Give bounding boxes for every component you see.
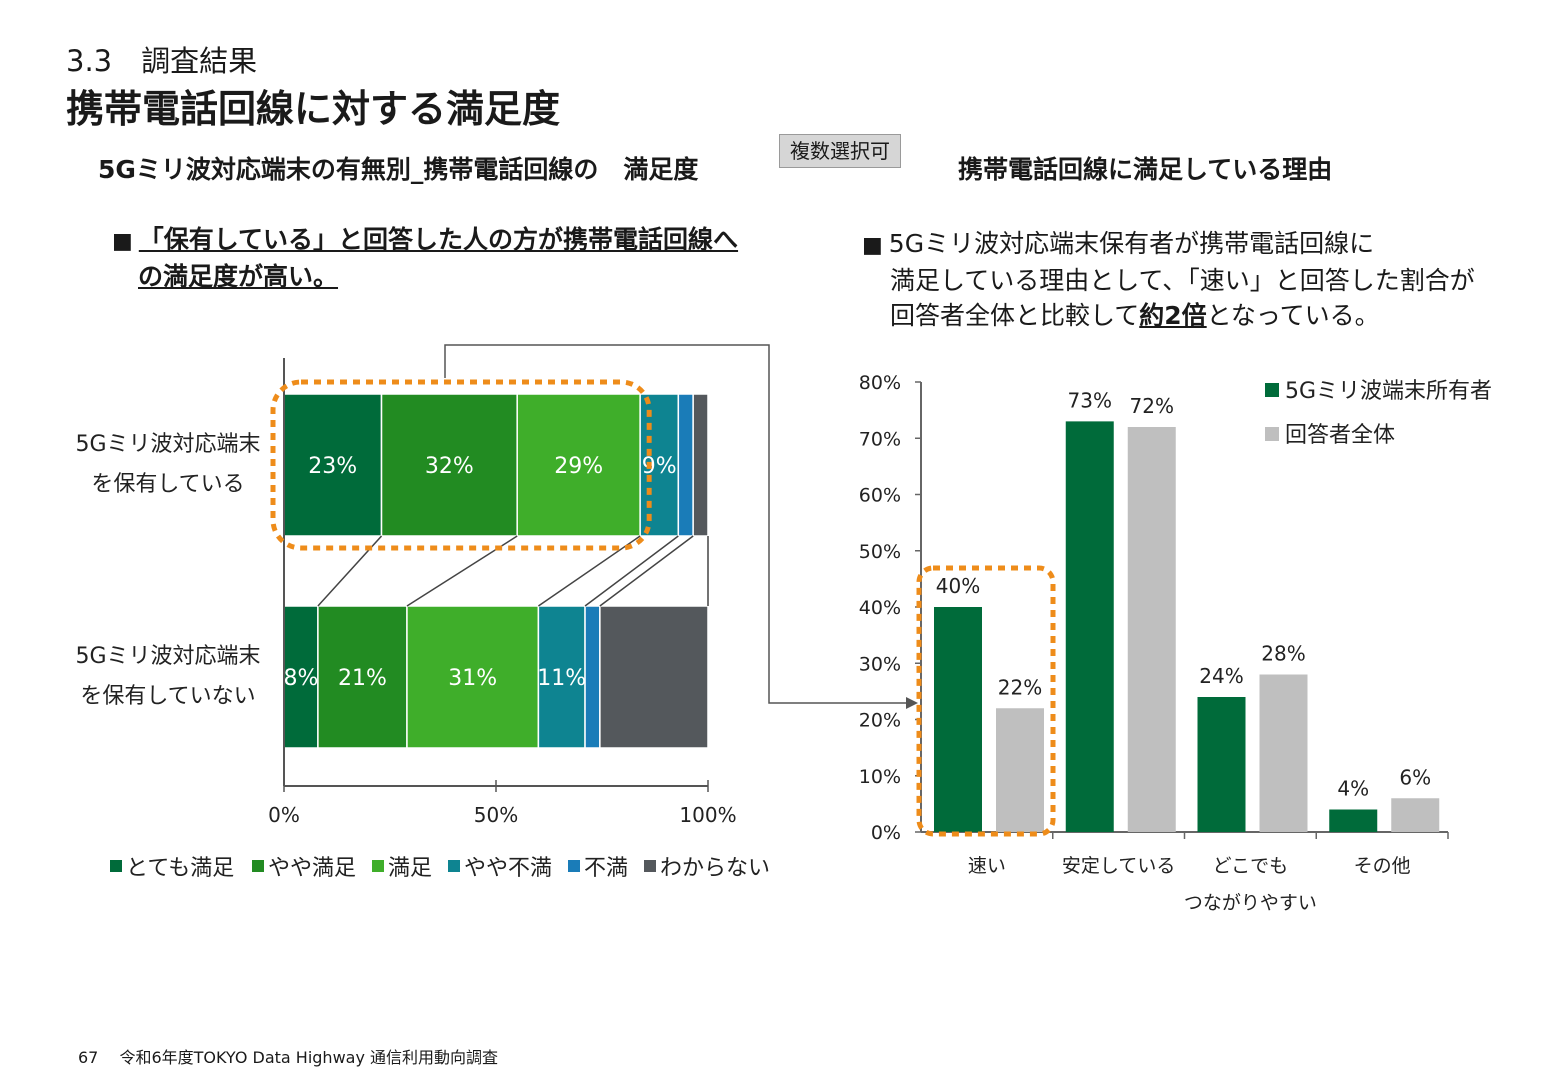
highlight-box	[916, 565, 1056, 837]
data-label: 40%	[936, 574, 980, 598]
legend-swatch	[1265, 427, 1279, 441]
legend-label: とても満足	[126, 856, 234, 881]
x-tick-label: 50%	[474, 803, 518, 827]
y-tick-label: 10%	[859, 766, 901, 788]
bullet-square-icon: ■	[112, 229, 133, 254]
y-tick-label: 70%	[859, 428, 901, 450]
segment-connector	[537, 535, 641, 607]
connector-arrow-icon	[906, 697, 918, 709]
right-note-line3-post: となっている。	[1206, 301, 1380, 330]
data-label: 72%	[1130, 394, 1174, 418]
legend-label: 5Gミリ波端末所有者	[1285, 379, 1492, 404]
footer-text: 令和6年度TOKYO Data Highway 通信利用動向調査	[119, 1048, 499, 1067]
left-subtitle: 5Gミリ波対応端末の有無別_携帯電話回線の 満足度	[98, 155, 699, 184]
category-label: 5Gミリ波対応端末	[75, 644, 260, 669]
legend-label: わからない	[660, 856, 770, 881]
bar-segment	[692, 393, 709, 537]
bar	[1391, 798, 1440, 832]
data-label: 28%	[1261, 642, 1305, 666]
bar-segment	[406, 605, 540, 749]
multi-select-badge: 複数選択可	[779, 134, 901, 168]
bar-segment	[639, 393, 680, 537]
bar-segment	[283, 393, 383, 537]
legend-label: やや満足	[268, 856, 356, 881]
category-label: 速い	[968, 855, 1006, 877]
bar-segment	[380, 393, 518, 537]
legend-swatch	[252, 860, 264, 872]
data-label: 31%	[448, 666, 497, 691]
legend-swatch	[372, 860, 384, 872]
legend-label: 回答者全体	[1285, 423, 1395, 448]
y-tick-label: 60%	[859, 485, 901, 507]
data-label: 21%	[338, 666, 387, 691]
legend-swatch	[448, 860, 460, 872]
bar	[1065, 421, 1114, 832]
y-tick-label: 50%	[859, 541, 901, 563]
category-label: 安定している	[1062, 855, 1175, 877]
data-label: 73%	[1068, 388, 1112, 412]
legend-swatch	[568, 860, 580, 872]
right-note-emphasis: 約2倍	[1139, 301, 1207, 330]
y-tick-label: 20%	[859, 710, 901, 732]
data-label: 6%	[1399, 765, 1431, 789]
data-label: 22%	[998, 675, 1042, 699]
bar	[934, 607, 982, 832]
legend-label: 不満	[584, 856, 628, 881]
left-note: ■ 「保有している」と回答した人の方が携帯電話回線へ の満足度が高い。	[112, 222, 752, 294]
category-label: を保有していない	[80, 684, 255, 709]
data-label: 24%	[1199, 664, 1243, 688]
bar	[1197, 697, 1246, 832]
page-title: 携帯電話回線に対する満足度	[66, 87, 561, 131]
legend-label: 満足	[388, 856, 432, 881]
bar-segment	[317, 605, 408, 749]
highlight-box	[270, 379, 652, 551]
left-note-line2: の満足度が高い。	[138, 262, 339, 291]
y-tick-label: 80%	[859, 372, 901, 394]
category-label: を保有している	[91, 472, 244, 497]
right-note-line2: 満足している理由として、「速い」と回答した割合が	[890, 266, 1475, 295]
left-note-line1: 「保有している」と回答した人の方が携帯電話回線へ	[138, 225, 739, 254]
data-label: 23%	[308, 454, 357, 479]
footer: 67 令和6年度TOKYO Data Highway 通信利用動向調査	[78, 1044, 498, 1068]
category-label: その他	[1354, 855, 1411, 877]
x-tick-label: 100%	[679, 803, 736, 827]
right-note-line1: 5Gミリ波対応端末保有者が携帯電話回線に	[888, 229, 1375, 258]
data-label: 32%	[425, 454, 474, 479]
data-label: 8%	[284, 666, 319, 691]
legend-swatch	[644, 860, 656, 872]
bar	[1329, 809, 1378, 832]
legend-swatch	[1265, 383, 1279, 397]
data-label: 29%	[554, 454, 603, 479]
right-subtitle: 携帯電話回線に満足している理由	[958, 155, 1333, 184]
category-label: どこでも	[1213, 855, 1288, 877]
bullet-square-icon: ■	[862, 233, 883, 258]
segment-connector	[584, 535, 679, 607]
bar-segment	[584, 605, 601, 749]
y-tick-label: 30%	[859, 653, 901, 675]
bar-segment	[516, 393, 641, 537]
category-label: 5Gミリ波対応端末	[75, 432, 260, 457]
bar	[996, 708, 1044, 832]
connector-line	[444, 344, 910, 704]
bar	[1259, 674, 1308, 832]
legend-label: やや不満	[464, 856, 552, 881]
right-note: ■ 5Gミリ波対応端末保有者が携帯電話回線に 満足している理由として、「速い」と回…	[862, 226, 1502, 333]
bar-segment	[599, 605, 709, 749]
section-number: 3.3 調査結果	[66, 44, 258, 78]
x-tick-label: 0%	[268, 803, 300, 827]
data-label: 11%	[537, 666, 586, 691]
segment-connector	[599, 535, 694, 607]
bar-segment	[677, 393, 694, 537]
y-tick-label: 40%	[859, 597, 901, 619]
right-note-line3-pre: 回答者全体と比較して	[890, 301, 1140, 330]
data-label: 4%	[1337, 777, 1369, 801]
category-label: つながりやすい	[1184, 892, 1317, 914]
bar	[1127, 427, 1176, 832]
legend-swatch	[110, 860, 122, 872]
y-tick-label: 0%	[871, 822, 901, 844]
page-number: 67	[78, 1048, 99, 1067]
grouped-bar-chart: 0% 10% 20% 30% 40% 50% 60% 70% 80% 40% 22% 速い 73% 72%…	[859, 372, 1492, 914]
